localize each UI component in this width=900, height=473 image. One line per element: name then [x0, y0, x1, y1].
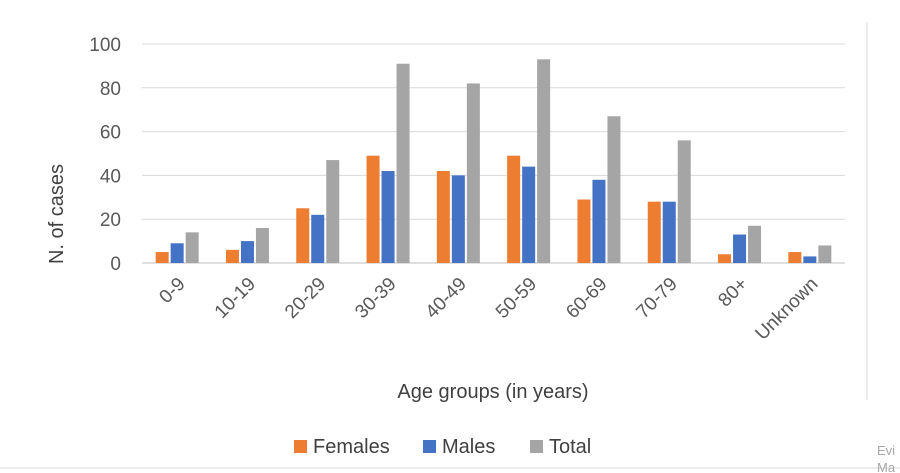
bar-total-10-19	[255, 227, 269, 263]
bar-total-40-49	[466, 83, 480, 263]
bar-total-unknown	[818, 245, 832, 263]
y-tick-label: 80	[100, 79, 121, 100]
x-tick-label: 20-29	[281, 274, 330, 323]
bar-females-20-29	[296, 208, 310, 263]
legend-label-females: Females	[313, 436, 390, 458]
x-tick-label: 40-49	[422, 274, 471, 323]
bar-total-50-59	[537, 59, 551, 263]
bar-males-80+	[733, 234, 747, 263]
legend: Females Males Total	[294, 436, 591, 458]
y-tick-label: 20	[100, 210, 121, 231]
bar-males-unknown	[803, 256, 817, 263]
bar-total-80+	[748, 225, 762, 263]
y-tick-label: 100	[89, 35, 121, 56]
bar-females-70-79	[647, 201, 661, 263]
bar-females-unknown	[788, 252, 802, 263]
bar-females-50-59	[507, 155, 521, 263]
edge-text-1: Evi	[877, 443, 895, 458]
x-tick-label: 50-59	[492, 274, 541, 323]
bar-males-60-69	[592, 179, 606, 263]
bar-males-70-79	[662, 201, 676, 263]
bar-females-40-49	[436, 171, 450, 263]
bar-females-0-9	[155, 252, 169, 263]
y-tick-label: 0	[110, 254, 121, 275]
bar-males-40-49	[451, 175, 465, 263]
legend-swatch-males	[423, 440, 436, 453]
bar-males-0-9	[170, 243, 184, 263]
bar-females-10-19	[225, 249, 239, 263]
bars	[155, 59, 832, 264]
legend-label-males: Males	[442, 436, 495, 458]
gridlines	[142, 43, 845, 264]
bar-total-0-9	[185, 232, 199, 263]
x-axis-ticks: 0-9 10-19 20-29 30-39 40-49 50-59 60-69 70-79 80…	[155, 274, 822, 345]
bar-females-30-39	[366, 155, 380, 263]
x-tick-label: 70-79	[633, 274, 682, 323]
y-axis-ticks: 0 20 40 60 80 100	[89, 35, 121, 275]
y-tick-label: 60	[100, 123, 121, 144]
x-tick-label: 30-39	[351, 274, 400, 323]
y-axis-title: N. of cases	[46, 164, 68, 264]
bar-total-30-39	[396, 63, 410, 264]
bar-females-80+	[718, 254, 732, 263]
x-tick-label: 0-9	[155, 274, 189, 308]
x-tick-label: 80+	[714, 274, 752, 312]
legend-label-total: Total	[549, 436, 591, 458]
y-tick-label: 40	[100, 166, 121, 187]
edge-text-2: Ma	[877, 460, 896, 473]
x-axis-title: Age groups (in years)	[397, 381, 588, 403]
bar-males-10-19	[240, 241, 254, 263]
bar-males-30-39	[381, 171, 395, 263]
bar-males-50-59	[522, 166, 536, 263]
x-tick-label: 60-69	[562, 274, 611, 323]
bar-males-20-29	[311, 214, 325, 263]
legend-swatch-total	[530, 440, 543, 453]
bar-total-20-29	[326, 160, 340, 263]
x-tick-label: Unknown	[752, 274, 823, 345]
bar-total-70-79	[677, 140, 691, 263]
x-tick-label: 10-19	[211, 274, 260, 323]
bar-females-60-69	[577, 199, 591, 263]
bar-total-60-69	[607, 116, 621, 264]
legend-swatch-females	[294, 440, 307, 453]
